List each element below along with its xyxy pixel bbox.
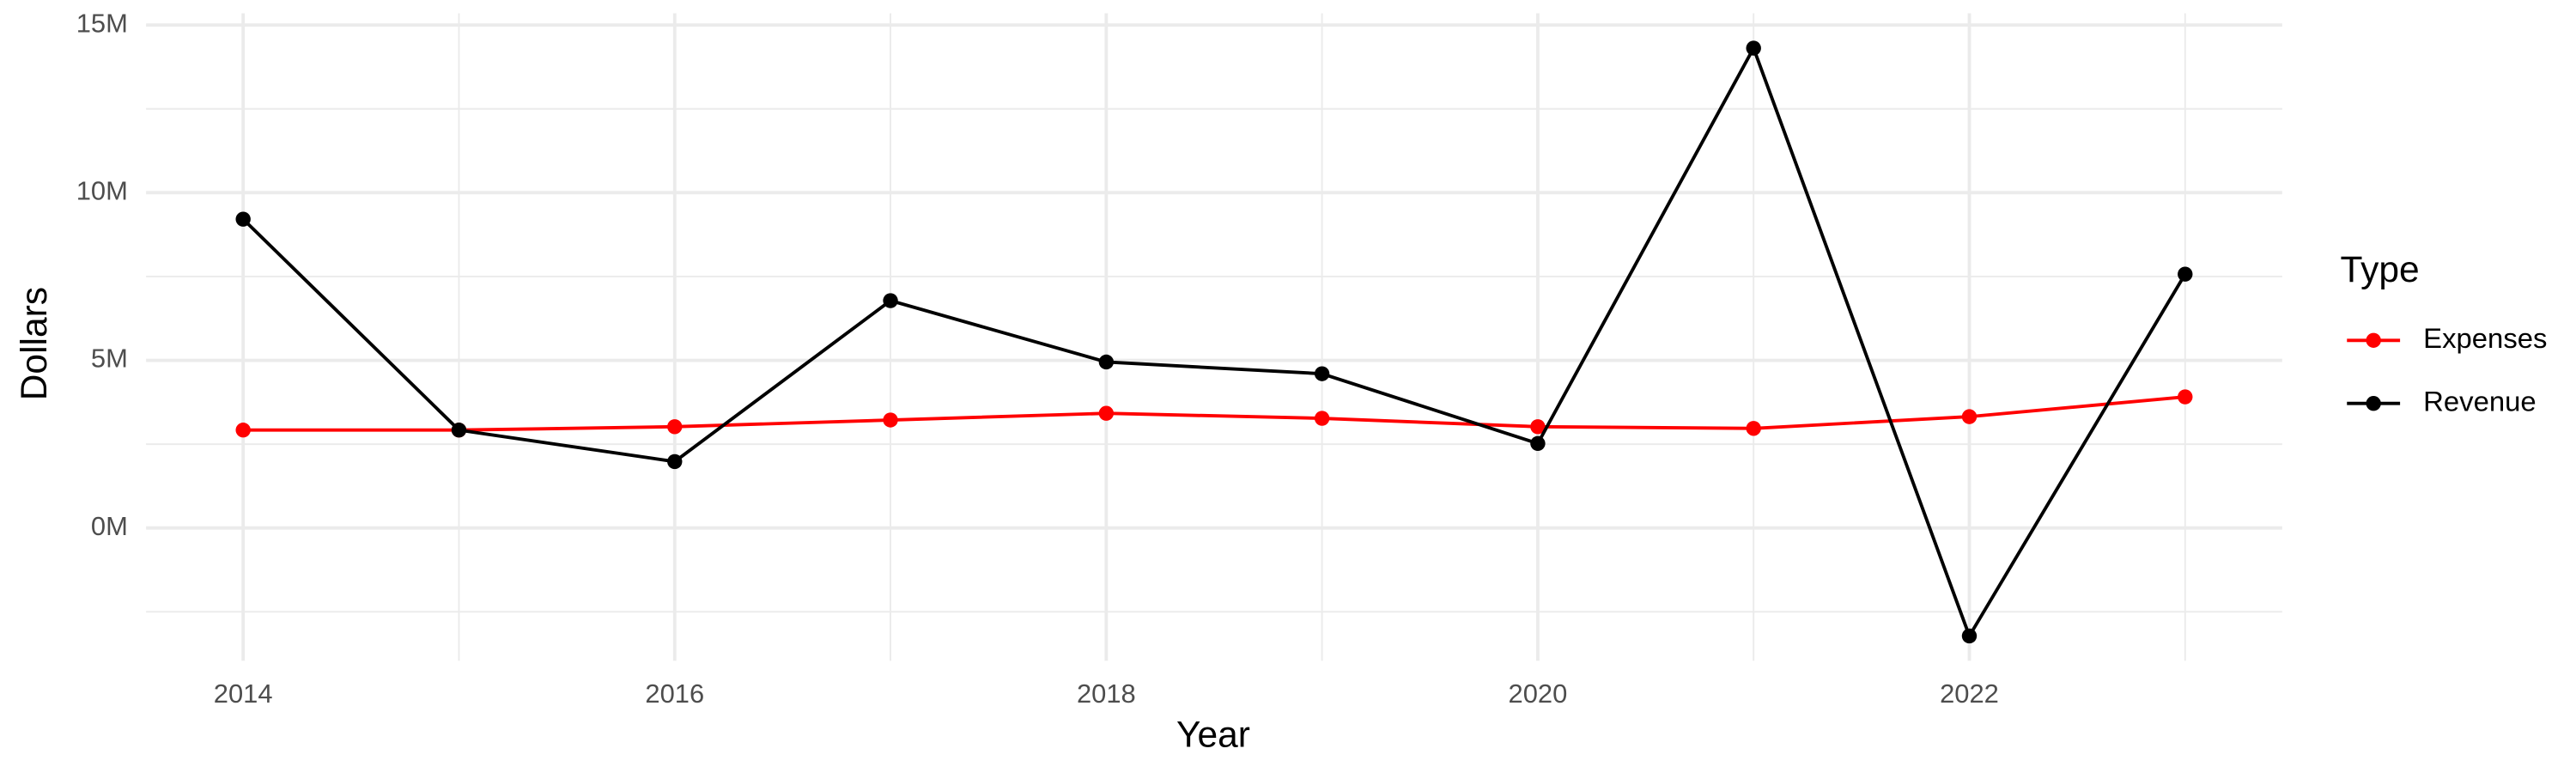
data-point bbox=[883, 412, 898, 428]
data-point bbox=[1314, 411, 1330, 426]
data-point bbox=[2178, 389, 2193, 405]
y-tick-label: 15M bbox=[76, 8, 128, 38]
data-point bbox=[667, 419, 683, 435]
y-axis-title: Dollars bbox=[15, 287, 55, 400]
legend-title: Type bbox=[2341, 250, 2420, 290]
data-point bbox=[1746, 40, 1761, 56]
series-line bbox=[243, 395, 2185, 432]
data-point bbox=[1530, 435, 1546, 452]
y-tick-label: 5M bbox=[91, 344, 128, 374]
x-axis-title: Year bbox=[1176, 715, 1250, 755]
legend-marker bbox=[2366, 396, 2381, 411]
legend-label: Revenue bbox=[2423, 385, 2537, 417]
data-point bbox=[235, 211, 251, 227]
data-point bbox=[1098, 405, 1115, 421]
x-tick-label: 2020 bbox=[1509, 679, 1568, 709]
x-tick-label: 2014 bbox=[214, 679, 273, 709]
x-tick-label: 2018 bbox=[1077, 679, 1136, 709]
data-point bbox=[1098, 354, 1115, 370]
data-point bbox=[2178, 266, 2193, 282]
x-tick-label: 2022 bbox=[1940, 679, 1999, 709]
data-point bbox=[451, 423, 467, 438]
data-point bbox=[1530, 419, 1546, 435]
data-point bbox=[1746, 421, 1761, 436]
y-tick-label: 10M bbox=[76, 176, 128, 206]
data-point bbox=[1314, 366, 1330, 381]
x-tick-label: 2016 bbox=[645, 679, 704, 709]
data-point bbox=[1961, 409, 1978, 424]
series-line bbox=[241, 44, 2187, 640]
data-point bbox=[1961, 628, 1978, 644]
legend-label: Expenses bbox=[2423, 322, 2547, 354]
data-point bbox=[667, 453, 683, 470]
legend-marker bbox=[2366, 332, 2381, 348]
y-tick-label: 0M bbox=[91, 511, 128, 541]
data-point bbox=[235, 423, 251, 438]
data-point bbox=[883, 293, 898, 308]
